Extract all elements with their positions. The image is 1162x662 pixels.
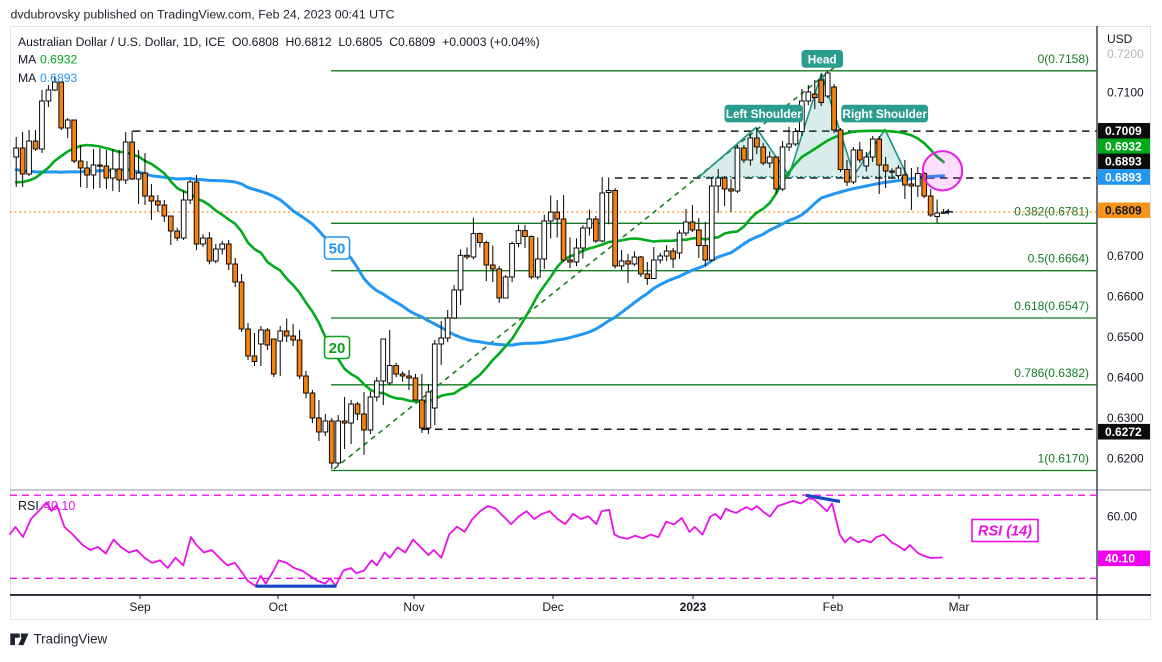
svg-text:Feb: Feb [823, 600, 844, 614]
svg-text:0.6300: 0.6300 [1107, 411, 1144, 425]
svg-text:1(0.6170): 1(0.6170) [1038, 452, 1089, 466]
svg-text:RSI (14): RSI (14) [978, 524, 1032, 540]
svg-text:0.6500: 0.6500 [1107, 330, 1144, 344]
svg-text:0.6200: 0.6200 [1107, 452, 1144, 466]
svg-text:0.5(0.6664): 0.5(0.6664) [1028, 252, 1089, 266]
svg-text:0.6893: 0.6893 [1105, 170, 1142, 184]
svg-text:0.618(0.6547): 0.618(0.6547) [1014, 299, 1089, 313]
svg-text:20: 20 [329, 340, 346, 357]
svg-text:Mar: Mar [949, 600, 970, 614]
svg-text:0.6600: 0.6600 [1107, 290, 1144, 304]
svg-text:Dec: Dec [542, 600, 563, 614]
svg-text:Sep: Sep [129, 600, 151, 614]
svg-text:USD: USD [1107, 32, 1133, 46]
svg-text:0.786(0.6382): 0.786(0.6382) [1014, 366, 1089, 380]
svg-text:60.00: 60.00 [1107, 510, 1137, 524]
svg-text:TradingView: TradingView [34, 632, 108, 647]
svg-text:0.6932: 0.6932 [1105, 140, 1142, 154]
svg-text:0.7100: 0.7100 [1107, 86, 1144, 100]
svg-text:Nov: Nov [403, 600, 424, 614]
svg-text:MA 0.6932: MA 0.6932 [18, 53, 77, 67]
svg-text:Oct: Oct [269, 600, 288, 614]
svg-text:0.6893: 0.6893 [1105, 155, 1142, 169]
svg-text:0(0.7158): 0(0.7158) [1038, 52, 1089, 66]
svg-text:Right Shoulder: Right Shoulder [842, 107, 927, 121]
svg-text:40.10: 40.10 [44, 499, 75, 513]
svg-text:0.6700: 0.6700 [1107, 249, 1144, 263]
svg-text:dvdubrovsky published on Tradi: dvdubrovsky published on TradingView.com… [11, 8, 395, 22]
svg-text:Head: Head [808, 52, 837, 66]
svg-text:50: 50 [329, 241, 346, 258]
svg-text:Left Shoulder: Left Shoulder [726, 107, 802, 121]
svg-text:RSI: RSI [18, 499, 39, 513]
svg-text:MA 0.6893: MA 0.6893 [18, 71, 77, 85]
svg-text:0.7009: 0.7009 [1105, 124, 1142, 138]
svg-text:0.6809: 0.6809 [1105, 204, 1142, 218]
svg-text:0.6400: 0.6400 [1107, 371, 1144, 385]
svg-text:2023: 2023 [680, 600, 707, 614]
svg-text:0.7200: 0.7200 [1107, 47, 1144, 61]
svg-text:40.10: 40.10 [1105, 552, 1135, 566]
svg-text:0.6272: 0.6272 [1105, 425, 1142, 439]
svg-text:Australian Dollar / U.S. Dolla: Australian Dollar / U.S. Dollar, 1D, ICE… [18, 35, 540, 49]
